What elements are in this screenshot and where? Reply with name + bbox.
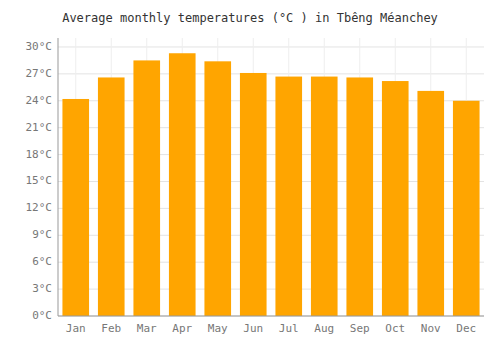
x-axis-line (58, 316, 484, 317)
y-tick-labels: 0°C 3°C 6°C 9°C 12°C 15°C 18°C 21°C 24°C 27°C 30°C (26, 40, 53, 322)
bar (240, 73, 267, 316)
grid (58, 38, 484, 316)
bar (98, 77, 125, 316)
y-tick-label: 6°C (32, 255, 52, 268)
y-tick-label: 12°C (26, 201, 53, 214)
y-grid-line (58, 73, 484, 74)
bar (133, 60, 160, 316)
bar (453, 101, 480, 316)
y-tick-label: 15°C (26, 174, 53, 187)
y-axis-line (58, 38, 59, 316)
y-tick-label: 3°C (32, 282, 52, 295)
x-tick-label: Mar (137, 322, 157, 335)
y-grid-line (58, 316, 484, 317)
bar (382, 81, 409, 316)
bar (311, 77, 338, 316)
bars (62, 53, 479, 316)
chart-svg: 0°C 3°C 6°C 9°C 12°C 15°C 18°C 21°C 24°C 27°C 30°C… (0, 0, 500, 350)
x-tick-label: Apr (172, 322, 192, 335)
title: Average monthly temperatures (°C ) in Tb… (62, 11, 438, 25)
y-tick-label: 18°C (26, 148, 53, 161)
bar (62, 99, 89, 316)
x-tick-label: Jan (66, 322, 86, 335)
y-tick-label: 27°C (26, 67, 53, 80)
y-tick-label: 30°C (26, 40, 53, 53)
x-tick-label: Jun (243, 322, 263, 335)
x-tick-label: Sep (350, 322, 370, 335)
bar (417, 91, 444, 316)
x-tick-labels: Jan Feb Mar Apr May Jun Jul Aug Sep Oct Nov Dec (66, 322, 476, 335)
x-tick-label: Nov (421, 322, 441, 335)
x-tick-label: Jul (279, 322, 299, 335)
bar (169, 53, 196, 316)
x-tick-label: Oct (385, 322, 405, 335)
y-tick-label: 21°C (26, 121, 53, 134)
x-tick-label: Feb (101, 322, 121, 335)
y-tick-label: 9°C (32, 228, 52, 241)
x-tick-label: Aug (314, 322, 334, 335)
y-tick-label: 24°C (26, 94, 53, 107)
y-tick-label: 0°C (32, 309, 52, 322)
x-tick-label: May (208, 322, 228, 335)
bar (275, 77, 302, 316)
chart-container: 0°C 3°C 6°C 9°C 12°C 15°C 18°C 21°C 24°C 27°C 30°C… (0, 0, 500, 350)
x-tick-label: Dec (456, 322, 476, 335)
y-grid-line (58, 46, 484, 47)
bar (204, 61, 231, 316)
bar (346, 77, 373, 316)
